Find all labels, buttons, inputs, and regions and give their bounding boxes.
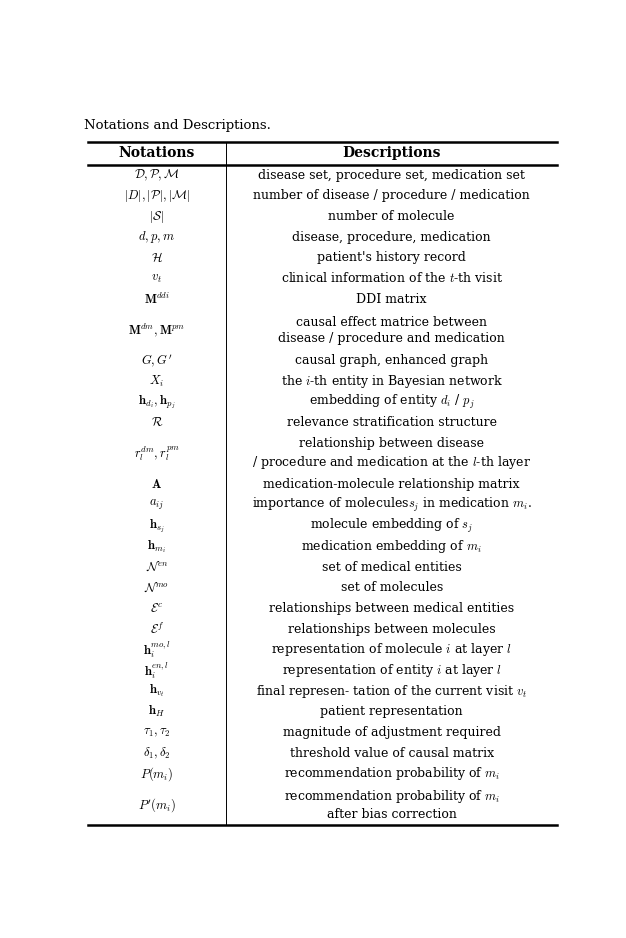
Text: $\tau_1, \tau_2$: $\tau_1, \tau_2$ bbox=[143, 726, 171, 739]
Text: relationships between medical entities: relationships between medical entities bbox=[269, 602, 514, 615]
Text: $\mathcal{H}$: $\mathcal{H}$ bbox=[151, 250, 163, 265]
Text: the $i$-th entity in Bayesian network: the $i$-th entity in Bayesian network bbox=[280, 373, 503, 390]
Text: patient's history record: patient's history record bbox=[317, 251, 466, 265]
Text: recommendation probability of $m_i$: recommendation probability of $m_i$ bbox=[284, 765, 500, 782]
Text: $\mathbf{A}$: $\mathbf{A}$ bbox=[151, 478, 162, 492]
Text: $\mathbf{h}_{s_j}$: $\mathbf{h}_{s_j}$ bbox=[149, 518, 165, 535]
Text: embedding of entity $d_i$ / $p_j$: embedding of entity $d_i$ / $p_j$ bbox=[309, 393, 475, 411]
Text: relationship between disease
/ procedure and medication at the $l$-th layer: relationship between disease / procedure… bbox=[252, 437, 531, 471]
Text: representation of molecule $i$ at layer $l$: representation of molecule $i$ at layer … bbox=[271, 642, 512, 658]
Text: $X_i$: $X_i$ bbox=[150, 374, 164, 389]
Text: set of medical entities: set of medical entities bbox=[322, 561, 461, 574]
Text: $v_t$: $v_t$ bbox=[151, 272, 162, 285]
Text: $r_l^{dm}, r_l^{pm}$: $r_l^{dm}, r_l^{pm}$ bbox=[134, 445, 180, 463]
Text: threshold value of causal matrix: threshold value of causal matrix bbox=[290, 747, 494, 760]
Text: medication-molecule relationship matrix: medication-molecule relationship matrix bbox=[264, 478, 520, 492]
Text: Notations and Descriptions.: Notations and Descriptions. bbox=[85, 119, 271, 131]
Text: patient representation: patient representation bbox=[321, 705, 463, 719]
Text: final represen- tation of the current visit $v_t$: final represen- tation of the current vi… bbox=[256, 683, 527, 700]
Text: clinical information of the $t$-th visit: clinical information of the $t$-th visit bbox=[280, 271, 503, 285]
Text: $P'(m_i)$: $P'(m_i)$ bbox=[138, 795, 176, 813]
Text: relationships between molecules: relationships between molecules bbox=[288, 623, 495, 636]
Text: importance of molecules$s_j$ in medication $m_i$.: importance of molecules$s_j$ in medicati… bbox=[252, 496, 531, 514]
Text: $\mathbf{h}_{m_i}$: $\mathbf{h}_{m_i}$ bbox=[147, 538, 167, 555]
Text: $\delta_1, \delta_2$: $\delta_1, \delta_2$ bbox=[143, 746, 171, 761]
Text: $\mathcal{E}^f$: $\mathcal{E}^f$ bbox=[150, 622, 164, 637]
Text: $\mathbf{h}_{d_i}, \mathbf{h}_{p_j}$: $\mathbf{h}_{d_i}, \mathbf{h}_{p_j}$ bbox=[138, 394, 175, 411]
Text: Notations: Notations bbox=[119, 146, 195, 160]
Text: magnitude of adjustment required: magnitude of adjustment required bbox=[283, 726, 501, 739]
Text: $a_{ij}$: $a_{ij}$ bbox=[149, 498, 165, 512]
Text: $\mathcal{D}, \mathcal{P}, \mathcal{M}$: $\mathcal{D}, \mathcal{P}, \mathcal{M}$ bbox=[134, 168, 180, 183]
Text: $\mathcal{N}^{en}$: $\mathcal{N}^{en}$ bbox=[146, 561, 168, 574]
Text: $\mathbf{h}_{v_t}$: $\mathbf{h}_{v_t}$ bbox=[149, 683, 165, 700]
Text: disease set, procedure set, medication set: disease set, procedure set, medication s… bbox=[258, 169, 525, 182]
Text: Descriptions: Descriptions bbox=[342, 146, 441, 160]
Text: causal graph, enhanced graph: causal graph, enhanced graph bbox=[295, 355, 488, 368]
Text: $G, G'$: $G, G'$ bbox=[141, 353, 173, 370]
Text: relevance stratification structure: relevance stratification structure bbox=[287, 416, 496, 430]
Text: number of molecule: number of molecule bbox=[329, 210, 455, 223]
Text: $\mathbf{M}^{dm}, \mathbf{M}^{pm}$: $\mathbf{M}^{dm}, \mathbf{M}^{pm}$ bbox=[128, 322, 185, 339]
Text: disease, procedure, medication: disease, procedure, medication bbox=[292, 231, 491, 244]
Text: $\mathbf{M}^{ddi}$: $\mathbf{M}^{ddi}$ bbox=[144, 292, 170, 307]
Text: $|D|, |\mathcal{P}|, |\mathcal{M}|$: $|D|, |\mathcal{P}|, |\mathcal{M}|$ bbox=[123, 188, 190, 204]
Text: representation of entity $i$ at layer $l$: representation of entity $i$ at layer $l… bbox=[282, 662, 501, 679]
Text: $\mathcal{N}^{mo}$: $\mathcal{N}^{mo}$ bbox=[145, 582, 169, 595]
Text: $|\mathcal{S}|$: $|\mathcal{S}|$ bbox=[150, 208, 165, 224]
Text: molecule embedding of $s_j$: molecule embedding of $s_j$ bbox=[310, 517, 473, 535]
Text: $\mathcal{R}$: $\mathcal{R}$ bbox=[151, 416, 163, 430]
Text: $\mathbf{h}_i^{mo,l}$: $\mathbf{h}_i^{mo,l}$ bbox=[143, 640, 171, 660]
Text: $d, p, m$: $d, p, m$ bbox=[138, 229, 175, 245]
Text: $\mathcal{E}^c$: $\mathcal{E}^c$ bbox=[150, 602, 163, 615]
Text: DDI matrix: DDI matrix bbox=[356, 293, 427, 306]
Text: causal effect matrice between
disease / procedure and medication: causal effect matrice between disease / … bbox=[279, 315, 505, 344]
Text: recommendation probability of $m_i$
after bias correction: recommendation probability of $m_i$ afte… bbox=[284, 788, 500, 821]
Text: $\mathbf{h}_i^{en,l}$: $\mathbf{h}_i^{en,l}$ bbox=[145, 660, 170, 681]
Text: $\mathbf{h}_H$: $\mathbf{h}_H$ bbox=[148, 704, 165, 719]
Text: set of molecules: set of molecules bbox=[341, 582, 443, 595]
Text: number of disease / procedure / medication: number of disease / procedure / medicati… bbox=[254, 189, 530, 203]
Text: medication embedding of $m_i$: medication embedding of $m_i$ bbox=[301, 538, 482, 555]
Text: $P(m_i)$: $P(m_i)$ bbox=[140, 764, 173, 782]
